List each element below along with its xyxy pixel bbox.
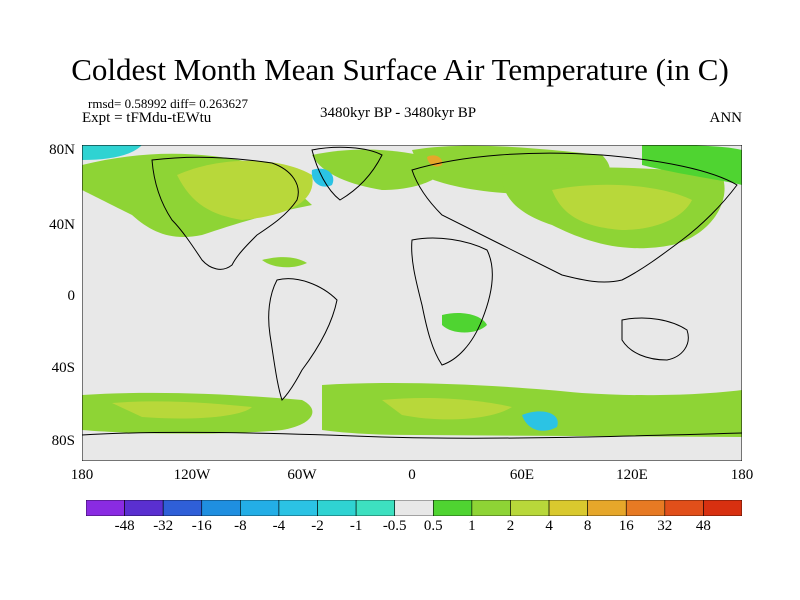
x-label-60w: 60W xyxy=(287,467,317,483)
x-label-120w: 120W xyxy=(173,467,211,483)
chart-title: Coldest Month Mean Surface Air Temperatu… xyxy=(71,52,729,87)
x-label-120e: 120E xyxy=(616,467,648,483)
colorbar-label: -16 xyxy=(191,518,212,534)
colorbar-swatch xyxy=(548,500,588,516)
colorbar-swatch xyxy=(664,500,704,516)
coastlines xyxy=(82,146,742,439)
colorbar-swatch xyxy=(240,500,280,516)
colorbar-swatch xyxy=(703,500,742,516)
anomaly-fields xyxy=(82,145,742,461)
colorbar-swatch xyxy=(432,500,473,516)
colorbar-label: -8 xyxy=(234,518,247,534)
colorbar-label: 2 xyxy=(506,518,515,534)
colorbar-swatch xyxy=(510,500,550,516)
colorbar-label: 0.5 xyxy=(423,518,443,534)
y-label-40n: 40N xyxy=(49,217,75,233)
colorbar-swatch xyxy=(124,500,164,516)
x-label-180w: 180 xyxy=(70,467,94,483)
colorbar-swatch xyxy=(355,500,396,516)
colorbar-label: -32 xyxy=(153,518,174,534)
colorbar-swatch xyxy=(317,500,357,516)
colorbar-label: 32 xyxy=(657,518,673,534)
colorbar-label: -2 xyxy=(311,518,324,534)
experiment-line: Expt = tFMdu-tEWtu xyxy=(82,110,212,126)
temperature-map xyxy=(82,145,742,461)
colorbar-swatch xyxy=(162,500,203,516)
y-label-80n: 80N xyxy=(49,142,75,158)
colorbar-label: 16 xyxy=(618,518,634,534)
colorbar-label: -1 xyxy=(349,518,363,534)
colorbar xyxy=(86,500,742,516)
period-line: 3480kyr BP - 3480kyr BP xyxy=(320,105,477,121)
y-label-80s: 80S xyxy=(51,433,75,449)
y-label-0: 0 xyxy=(67,288,76,304)
colorbar-label: -4 xyxy=(272,518,286,534)
colorbar-swatch xyxy=(86,500,125,516)
season-label: ANN xyxy=(709,110,743,126)
colorbar-swatch xyxy=(625,500,666,516)
x-label-180e: 180 xyxy=(730,467,754,483)
colorbar-label: 4 xyxy=(545,518,553,534)
colorbar-label: 1 xyxy=(468,518,476,534)
colorbar-swatch xyxy=(394,500,434,516)
x-label-0: 0 xyxy=(408,467,416,483)
colorbar-label: 48 xyxy=(695,518,711,534)
colorbar-swatch xyxy=(278,500,318,516)
colorbar-swatch xyxy=(201,500,241,516)
y-label-40s: 40S xyxy=(51,360,75,376)
colorbar-label: -0.5 xyxy=(382,518,407,534)
x-label-60e: 60E xyxy=(509,467,535,483)
colorbar-label: -48 xyxy=(114,518,135,534)
colorbar-swatch xyxy=(471,500,511,516)
colorbar-label: 8 xyxy=(583,518,592,534)
colorbar-swatch xyxy=(587,500,627,516)
stats-line: rmsd= 0.58992 diff= 0.263627 xyxy=(88,96,248,111)
